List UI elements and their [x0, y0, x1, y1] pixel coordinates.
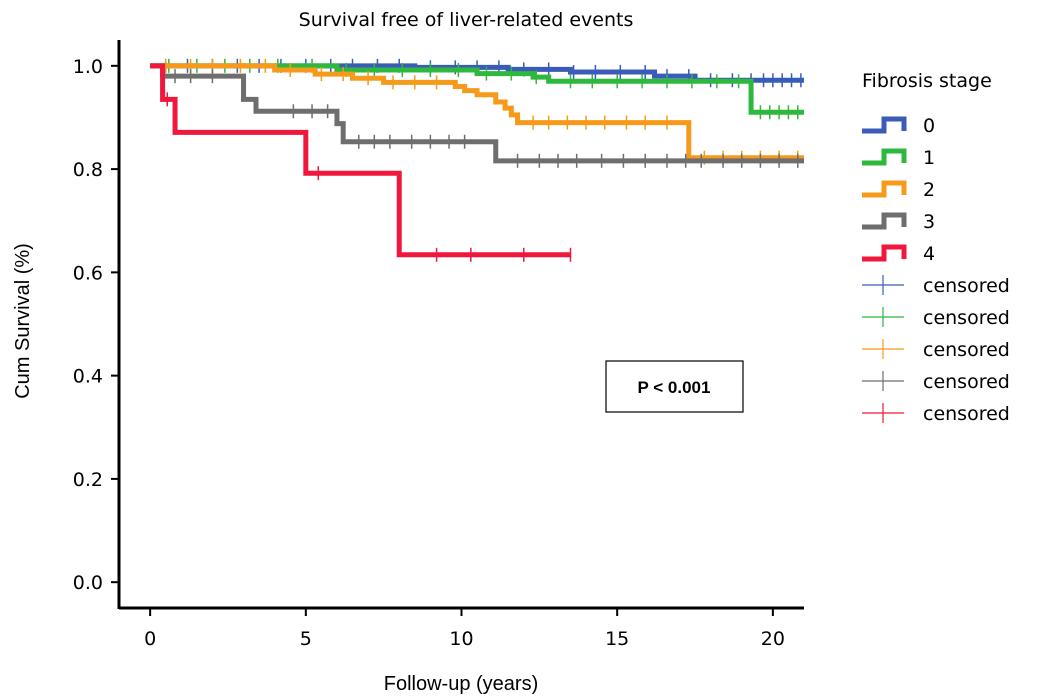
legend-label-censored: censored	[923, 371, 1010, 393]
survival-line-4	[150, 63, 571, 258]
plot-area: 0 5 10 15 20 0.0 0.2 0.4 0.6 0.8 1.0	[73, 40, 804, 650]
x-tick-label: 0	[144, 628, 156, 650]
x-axis-title: Follow-up (years)	[384, 673, 538, 695]
legend: Fibrosis stage 0 1 2 3 4 censored censored cens…	[862, 70, 1010, 425]
legend-swatch-2	[862, 180, 907, 198]
legend-swatch-3	[862, 212, 907, 230]
chart-title: Survival free of liver-related events	[299, 9, 634, 31]
legend-label-4: 4	[923, 243, 935, 265]
survival-line-1	[150, 63, 804, 115]
p-value-frame	[605, 360, 744, 413]
legend-label-2: 2	[923, 179, 935, 201]
p-value-label: P < 0.001	[638, 378, 711, 397]
y-tick-label: 1.0	[73, 56, 103, 78]
legend-item-stage-2: 2	[862, 179, 935, 201]
legend-label-censored: censored	[923, 275, 1010, 297]
y-tick-label: 0.4	[73, 366, 103, 388]
y-ticks: 0.0 0.2 0.4 0.6 0.8 1.0	[73, 56, 119, 594]
legend-label-censored: censored	[923, 339, 1010, 361]
legend-swatch-0	[862, 116, 907, 134]
y-tick-label: 0.8	[73, 159, 103, 181]
p-value-box: P < 0.001	[605, 360, 744, 413]
legend-item-stage-0: 0	[862, 115, 935, 137]
x-tick-label: 5	[300, 628, 312, 650]
x-tick-label: 15	[605, 628, 629, 650]
legend-label-censored: censored	[923, 307, 1010, 329]
x-tick-label: 10	[449, 628, 473, 650]
legend-swatch-1	[862, 148, 907, 166]
legend-item-censored-4: censored	[862, 403, 1010, 425]
legend-title: Fibrosis stage	[862, 70, 992, 92]
y-axis-title: Cum Survival (%)	[12, 243, 34, 399]
x-tick-label: 20	[761, 628, 785, 650]
legend-item-censored-0: censored	[862, 275, 1010, 297]
x-ticks: 0 5 10 15 20	[144, 608, 785, 650]
legend-items: 0 1 2 3 4 censored censored censored censored cen…	[862, 115, 1010, 425]
y-tick-label: 0.0	[73, 572, 103, 594]
legend-item-stage-1: 1	[862, 147, 935, 169]
y-tick-label: 0.6	[73, 262, 103, 284]
survival-line-0	[150, 63, 804, 83]
legend-label-3: 3	[923, 211, 935, 233]
series-4	[150, 63, 572, 262]
legend-label-censored: censored	[923, 403, 1010, 425]
legend-item-censored-3: censored	[862, 371, 1010, 393]
legend-swatch-4	[862, 244, 907, 262]
legend-label-1: 1	[923, 147, 935, 169]
legend-label-0: 0	[923, 115, 935, 137]
legend-item-stage-3: 3	[862, 211, 935, 233]
legend-item-censored-1: censored	[862, 307, 1010, 329]
survival-line-3	[150, 63, 804, 164]
legend-item-censored-2: censored	[862, 339, 1010, 361]
legend-item-stage-4: 4	[862, 243, 935, 265]
series-3	[150, 63, 804, 168]
y-tick-label: 0.2	[73, 469, 103, 491]
series-layer	[150, 58, 804, 262]
